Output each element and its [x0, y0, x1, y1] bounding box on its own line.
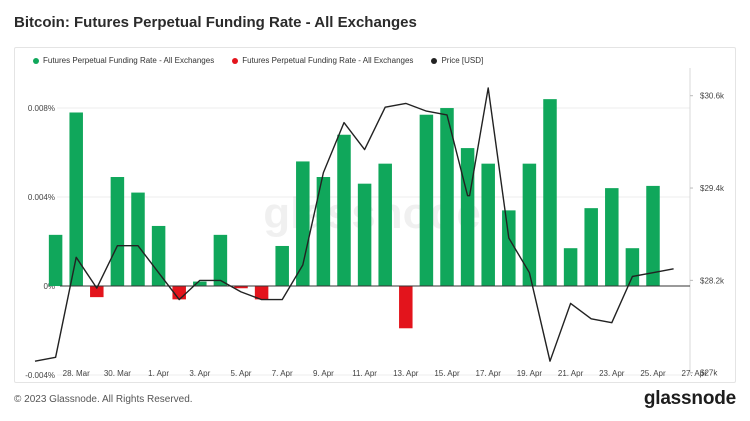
funding-bar-positive	[213, 234, 228, 287]
funding-bar-negative	[90, 286, 104, 298]
x-tick-label: 28. Mar	[63, 369, 90, 378]
copyright-text: © 2023 Glassnode. All Rights Reserved.	[14, 394, 193, 405]
funding-bar-positive	[543, 99, 557, 287]
y-tick-label-right: $28.2k	[700, 276, 725, 285]
y-tick-label-left: -0.004%	[25, 371, 55, 380]
funding-bar-positive	[481, 163, 495, 287]
legend-item-funding-negative[interactable]: Futures Perpetual Funding Rate - All Exc…	[232, 56, 413, 65]
x-tick-label: 3. Apr	[189, 369, 210, 378]
legend-label: Price [USD]	[441, 56, 484, 65]
funding-bar-positive	[151, 225, 166, 287]
y-tick-label-right: $29.4k	[700, 184, 725, 193]
y-tick-label-left: 0%	[43, 282, 55, 291]
funding-bar-positive	[625, 248, 640, 287]
x-tick-label: 11. Apr	[352, 369, 377, 378]
x-tick-label: 15. Apr	[434, 369, 460, 378]
chart-title: Bitcoin: Futures Perpetual Funding Rate …	[14, 14, 417, 31]
chart-legend: Futures Perpetual Funding Rate - All Exc…	[33, 56, 483, 65]
funding-bar-negative	[254, 286, 269, 300]
y-tick-label-left: 0.008%	[28, 104, 55, 113]
funding-bar-positive	[378, 163, 392, 287]
funding-bar-positive	[337, 134, 351, 287]
legend-swatch-green	[33, 57, 39, 64]
funding-bar-positive	[131, 192, 145, 287]
funding-bar-positive	[584, 208, 598, 287]
x-tick-label: 19. Apr	[517, 369, 543, 378]
funding-bar-positive	[522, 163, 537, 287]
x-tick-label: 30. Mar	[104, 369, 131, 378]
x-tick-label: 17. Apr	[476, 369, 502, 378]
funding-bar-positive	[275, 245, 289, 287]
funding-bar-positive	[440, 108, 454, 287]
x-tick-label: 23. Apr	[599, 369, 625, 378]
funding-bar-positive	[48, 234, 63, 287]
funding-bar-positive	[419, 114, 434, 287]
funding-bar-negative	[399, 286, 413, 329]
x-tick-label: 13. Apr	[393, 369, 419, 378]
funding-bar-positive	[357, 183, 372, 287]
funding-bar-positive	[110, 177, 125, 287]
funding-bar-positive	[69, 112, 83, 287]
legend-item-price[interactable]: Price [USD]	[431, 56, 483, 65]
y-tick-label-right: $27k	[700, 369, 718, 378]
x-tick-label: 25. Apr	[640, 369, 666, 378]
x-tick-label: 9. Apr	[313, 369, 334, 378]
legend-label: Futures Perpetual Funding Rate - All Exc…	[242, 56, 414, 65]
funding-bar-positive	[193, 281, 207, 287]
x-tick-label: 1. Apr	[148, 369, 169, 378]
legend-swatch-red	[232, 57, 239, 64]
legend-item-funding-positive[interactable]: Futures Perpetual Funding Rate - All Exc…	[33, 56, 214, 65]
y-tick-label-left: 0.004%	[28, 193, 55, 202]
x-tick-label: 27. Apr	[682, 369, 708, 378]
funding-bar-positive	[605, 188, 619, 287]
funding-bar-positive	[296, 161, 310, 287]
funding-bar-negative	[234, 286, 248, 289]
funding-bar-positive	[460, 148, 475, 287]
legend-swatch-black	[431, 57, 438, 64]
x-tick-label: 7. Apr	[272, 369, 293, 378]
x-tick-label: 21. Apr	[558, 369, 584, 378]
x-tick-label: 5. Apr	[231, 369, 252, 378]
glassnode-logo: glassnode	[643, 388, 736, 409]
legend-label: Futures Perpetual Funding Rate - All Exc…	[43, 56, 215, 65]
funding-bar-positive	[563, 248, 578, 287]
funding-bar-positive	[502, 210, 516, 287]
price-line	[34, 87, 674, 362]
funding-bar-positive	[646, 185, 660, 287]
y-tick-label-right: $30.6k	[700, 92, 725, 101]
funding-bar-positive	[316, 177, 331, 287]
